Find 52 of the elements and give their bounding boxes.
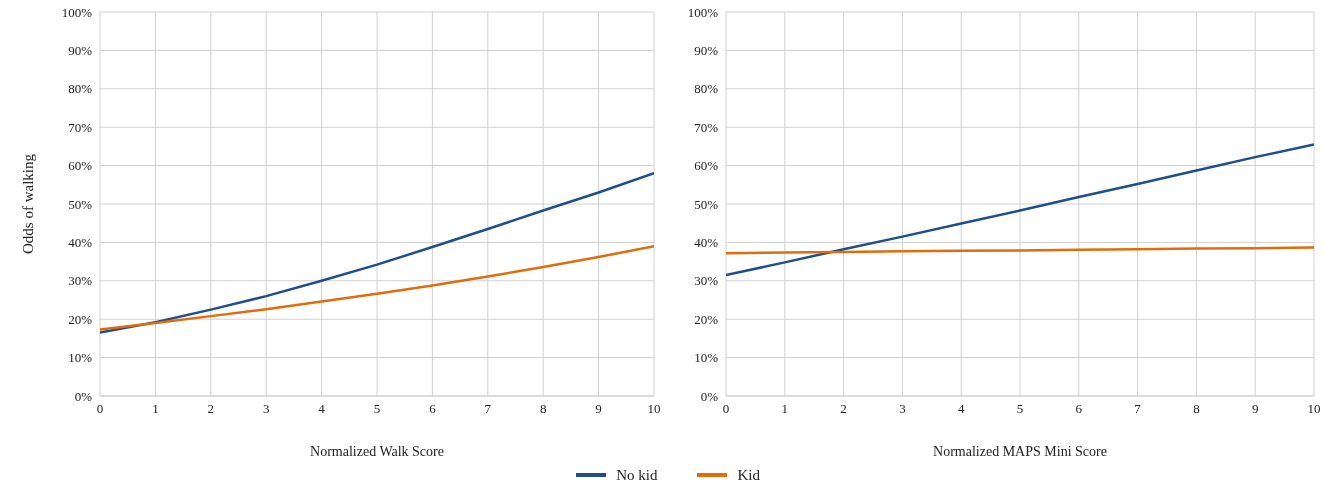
y-tick-label: 30% — [694, 273, 719, 289]
y-tick-label: 40% — [694, 235, 719, 251]
legend-label: Kid — [737, 466, 760, 484]
x-tick-label: 10 — [1307, 401, 1321, 417]
y-tick-label: 40% — [68, 235, 93, 251]
x-tick-label: 9 — [1251, 401, 1259, 417]
x-tick-label: 4 — [957, 401, 965, 417]
legend-label: No kid — [616, 466, 658, 484]
x-tick-label: 0 — [722, 401, 730, 417]
x-axis-title: Normalized MAPS Mini Score — [933, 444, 1107, 459]
y-tick-label: 60% — [694, 158, 719, 174]
y-tick-label: 30% — [68, 273, 93, 289]
y-tick-label: 60% — [68, 158, 93, 174]
x-tick-label: 0 — [96, 401, 104, 417]
y-tick-label: 10% — [694, 350, 719, 366]
line-series — [726, 143, 1314, 277]
x-tick-label: 6 — [1075, 401, 1083, 417]
y-tick-label: 50% — [694, 196, 719, 212]
line-series — [100, 172, 654, 334]
line-series — [100, 244, 654, 331]
x-tick-label: 8 — [539, 401, 547, 417]
x-tick-label: 7 — [1134, 401, 1142, 417]
y-tick-label: 0% — [74, 388, 93, 404]
x-tick-label: 6 — [429, 401, 437, 417]
y-tick-label: 70% — [68, 119, 93, 135]
x-tick-label: 2 — [840, 401, 847, 417]
y-tick-label: 80% — [694, 81, 719, 97]
x-axis-title: Normalized Walk Score — [310, 444, 444, 459]
x-tick-label: 9 — [595, 401, 602, 417]
y-tick-label: 0% — [700, 388, 719, 404]
x-tick-label: 5 — [1016, 401, 1024, 417]
y-axis-title: Odds of walking — [20, 153, 37, 254]
y-tick-label: 100% — [61, 4, 93, 20]
x-tick-label: 3 — [262, 401, 270, 417]
y-tick-label: 90% — [68, 43, 93, 59]
x-tick-label: 1 — [152, 401, 159, 417]
y-tick-label: 90% — [694, 43, 719, 59]
y-tick-label: 20% — [68, 311, 93, 327]
x-tick-label: 3 — [899, 401, 906, 417]
y-tick-label: 50% — [68, 196, 93, 212]
y-tick-label: 70% — [694, 119, 719, 135]
y-tick-label: 100% — [687, 4, 719, 20]
x-tick-label: 10 — [647, 401, 661, 417]
x-tick-label: 1 — [781, 401, 789, 417]
y-tick-label: 80% — [68, 81, 93, 97]
y-tick-label: 10% — [68, 350, 93, 366]
y-tick-label: 20% — [694, 311, 719, 327]
x-tick-label: 4 — [318, 401, 326, 417]
x-tick-label: 5 — [373, 401, 381, 417]
x-tick-label: 8 — [1193, 401, 1200, 417]
x-tick-label: 2 — [207, 401, 215, 417]
x-tick-label: 7 — [484, 401, 492, 417]
